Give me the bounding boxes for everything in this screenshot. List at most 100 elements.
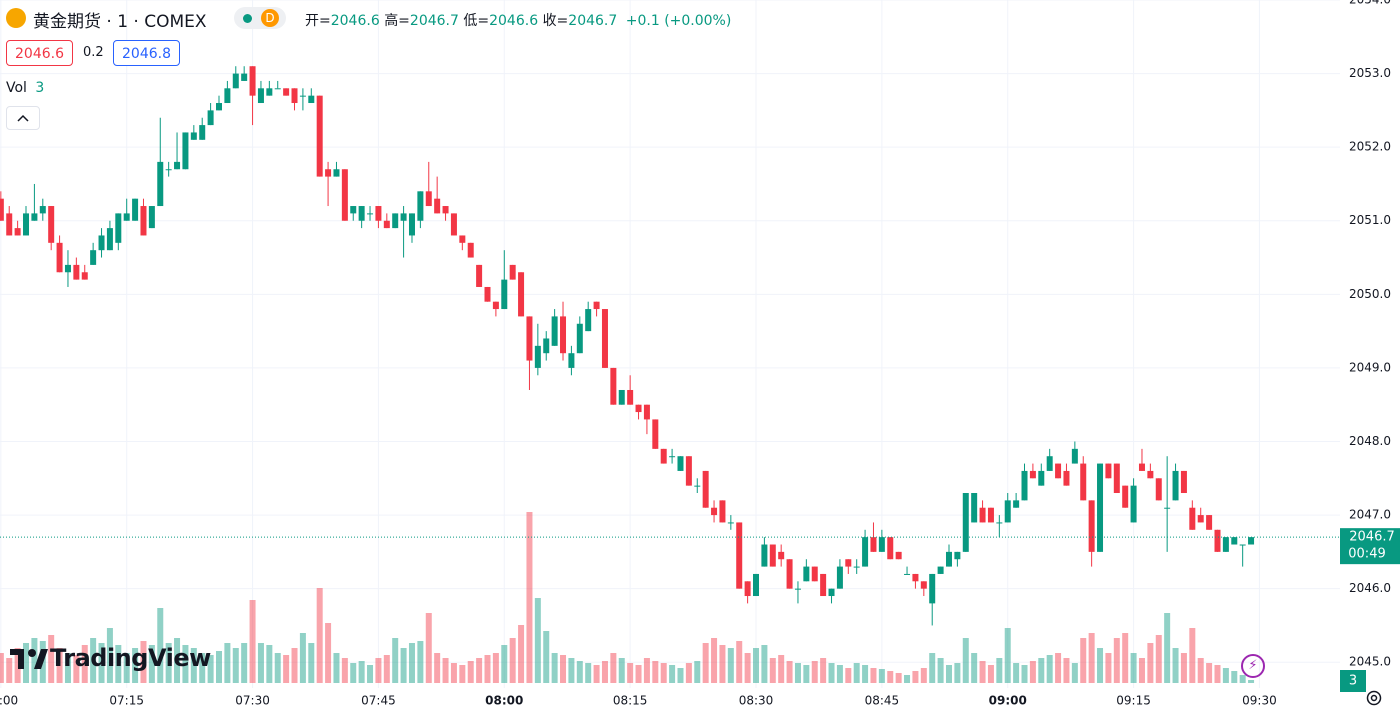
ask-box[interactable]: 2046.8 [113, 40, 180, 66]
candle-body [1105, 463, 1112, 479]
candle-body [585, 309, 592, 332]
candle-body [81, 272, 88, 280]
volume-bar [1206, 663, 1213, 683]
candle-body [920, 581, 927, 589]
candle-body [769, 544, 776, 567]
candle-body [1013, 500, 1020, 508]
candle-body [476, 264, 483, 287]
bid-box[interactable]: 2046.6 [6, 40, 73, 66]
volume-bar [367, 665, 374, 683]
volume-bar [534, 598, 541, 683]
volume-bar [375, 658, 382, 683]
candle-body [761, 544, 768, 567]
candle-body [23, 213, 30, 236]
volume-bar [476, 658, 483, 683]
candle-body [518, 272, 525, 317]
volume-bar [350, 663, 357, 683]
candle-body [610, 367, 617, 405]
volume-bar [274, 653, 281, 683]
volume-bar [400, 648, 407, 683]
volume-bar [308, 643, 315, 683]
x-tick-label: 07:00 [0, 694, 18, 708]
volume-bar [895, 673, 902, 683]
volume-bar [333, 653, 340, 683]
candle-body [266, 88, 273, 96]
volume-bar [291, 648, 298, 683]
collapse-button[interactable] [6, 106, 40, 130]
symbol-title[interactable]: 黄金期货 · 1 · COMEX [33, 12, 207, 32]
change-value: +0.1 (+0.00%) [625, 13, 732, 29]
volume-bar [987, 665, 994, 683]
volume-bar [249, 600, 256, 683]
volume-bar [283, 655, 290, 683]
settings-button[interactable] [1364, 688, 1384, 708]
candle-body [736, 522, 743, 589]
candle-body [140, 206, 147, 236]
candle-body [215, 103, 222, 111]
candle-body [224, 88, 231, 104]
volume-bar [64, 653, 71, 683]
candle-body [174, 161, 181, 170]
volume-bar [434, 653, 441, 683]
volume-bar [912, 671, 919, 683]
candle-body [492, 301, 499, 310]
lightning-button[interactable]: ⚡ [1241, 654, 1265, 678]
volume-bar [753, 648, 760, 683]
volume-bar [1172, 648, 1179, 683]
volume-bar [1189, 628, 1196, 683]
candle-body [1206, 515, 1213, 530]
volume-bar [165, 643, 172, 683]
symbol-icon [6, 8, 26, 28]
volume-bar [794, 663, 801, 683]
gear-icon [1366, 690, 1382, 706]
x-tick-label: 07:45 [361, 694, 396, 708]
volume-bar [627, 663, 634, 683]
volume-bar [224, 643, 231, 683]
volume-bar [484, 655, 491, 683]
volume-bar [962, 638, 969, 683]
last-price-box [1340, 528, 1400, 565]
candle-body [1029, 470, 1036, 479]
candle-body [685, 456, 692, 486]
volume-bar [618, 658, 625, 683]
candle-body [1138, 463, 1145, 471]
volume-bar [190, 648, 197, 683]
candle-body [593, 301, 600, 310]
volume-bar [14, 648, 21, 683]
candle-body [148, 206, 155, 229]
candle-body [794, 588, 801, 590]
candle-body [878, 537, 885, 552]
candle-body [1147, 470, 1154, 479]
candle-body [887, 537, 894, 560]
volume-bar [6, 658, 13, 683]
volume-bar [23, 643, 30, 683]
volume-bar [325, 623, 332, 683]
volume-bar [1231, 671, 1238, 683]
close-value: 2046.7 [568, 13, 618, 29]
candle-body [56, 242, 63, 273]
candle-body [291, 88, 298, 104]
volume-bar [576, 661, 583, 683]
candle-body [560, 316, 567, 354]
volume-bar [241, 643, 248, 683]
vol-legend: Vol 3 [6, 80, 44, 96]
candle-body [1063, 470, 1070, 486]
volume-bar [971, 653, 978, 683]
volume-bar [1248, 680, 1255, 683]
delay-badge: D [261, 9, 279, 27]
volume-bar [1197, 658, 1204, 683]
candle-body [526, 316, 533, 361]
volume-bar [543, 631, 550, 683]
volume-bar [157, 608, 164, 683]
volume-bar [73, 655, 80, 683]
candle-body [1080, 463, 1087, 501]
volume-bar [199, 653, 206, 683]
candle-body [979, 507, 986, 523]
volume-bar [1222, 668, 1229, 683]
candle-body [937, 566, 944, 574]
volume-bar [148, 645, 155, 683]
candle-body [954, 551, 961, 560]
vol-label: Vol [6, 80, 27, 96]
x-tick-label: 08:15 [613, 694, 648, 708]
